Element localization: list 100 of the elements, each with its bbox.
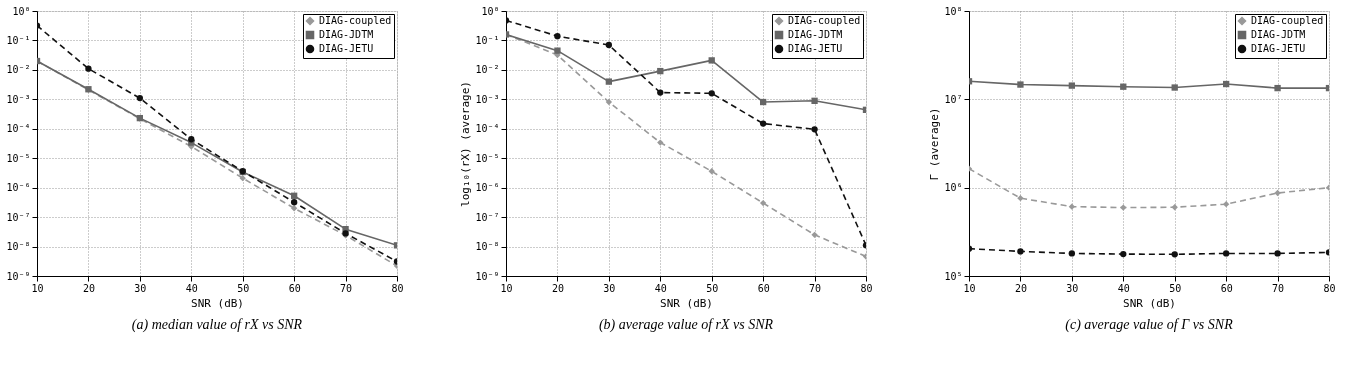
point <box>1222 80 1230 88</box>
y-tick-label: 10⁻⁸ <box>475 241 500 253</box>
point <box>1068 82 1076 89</box>
point <box>290 192 298 199</box>
x-tick-label: 60 <box>1220 282 1233 294</box>
y-tick-label: 10⁻⁸ <box>6 241 31 253</box>
x-axis-title: SNR (dB) <box>660 296 713 310</box>
point <box>759 98 767 106</box>
legend-label: DIAG-coupled <box>319 15 392 26</box>
y-tick-label: 10⁻² <box>6 64 31 76</box>
point <box>708 90 715 97</box>
x-tick-label: 70 <box>809 282 822 294</box>
x-tick-label: 50 <box>1169 282 1182 294</box>
legend-label: DIAG-JDTM <box>1251 29 1306 40</box>
point <box>290 205 298 212</box>
point <box>605 78 613 85</box>
text: (a) median value of rX vs SNR <box>131 317 303 333</box>
y-tick-label: 10⁷ <box>944 93 963 105</box>
y-tick-label: 10⁰ <box>481 5 500 17</box>
point <box>759 120 767 127</box>
legend-label: DIAG-JDTM <box>319 29 374 40</box>
point <box>605 41 613 49</box>
x-tick-label: 50 <box>237 282 250 294</box>
y-tick-label: 10⁻⁴ <box>6 123 31 135</box>
point <box>1274 84 1281 92</box>
y-tick-label: 10⁻⁷ <box>475 211 500 223</box>
x-tick-label: 70 <box>1272 282 1285 294</box>
point <box>1017 195 1024 202</box>
y-tick-label: 10⁻¹ <box>475 34 500 46</box>
x-axis-title: SNR (dB) <box>191 296 244 310</box>
y-axis-title: Γ (average) <box>928 107 942 181</box>
point <box>657 67 664 75</box>
y-tick-label: 10⁶ <box>944 182 963 194</box>
y-tick-label: 10⁻⁵ <box>475 152 500 164</box>
y-tick-label: 10⁸ <box>944 5 963 17</box>
x-tick-label: 10 <box>31 282 44 294</box>
x-tick-label: 20 <box>82 282 95 294</box>
x-tick-label: 20 <box>551 282 564 294</box>
point <box>554 47 561 54</box>
y-tick-label: 10⁻² <box>475 64 500 76</box>
x-tick-label: 40 <box>1117 282 1130 294</box>
x-tick-label: 80 <box>1323 282 1336 294</box>
y-tick-label: 10⁻⁴ <box>475 123 500 135</box>
line-series <box>969 78 1329 92</box>
point <box>1120 250 1127 258</box>
legend-label: DIAG-JETU <box>319 43 374 54</box>
point <box>290 199 298 206</box>
y-tick-label: 10⁻³ <box>6 93 31 105</box>
point <box>1068 250 1076 257</box>
y-tick-label: 10⁻⁶ <box>475 182 500 194</box>
legend-label: DIAG-JETU <box>788 43 843 54</box>
point <box>1120 83 1127 90</box>
x-tick-label: 60 <box>757 282 770 294</box>
point <box>1274 250 1281 257</box>
point <box>605 98 613 106</box>
y-tick-label: 10⁻³ <box>475 93 500 105</box>
point <box>708 168 715 175</box>
x-tick-label: 10 <box>963 282 976 294</box>
x-tick-label: 70 <box>340 282 353 294</box>
x-tick-label: 50 <box>706 282 719 294</box>
x-tick-label: 30 <box>603 282 616 294</box>
point <box>657 139 664 146</box>
x-tick-label: 80 <box>391 282 404 294</box>
x-tick-label: 10 <box>500 282 513 294</box>
y-tick-label: 10⁻⁵ <box>6 152 31 164</box>
point <box>1120 204 1127 211</box>
point <box>1222 201 1230 208</box>
text: (c) average value of Γ vs SNR <box>1065 317 1234 333</box>
y-tick-label: 10⁰ <box>12 5 31 17</box>
point <box>239 175 246 182</box>
legend-label: DIAG-coupled <box>788 15 861 26</box>
point <box>708 57 715 64</box>
point <box>759 199 767 207</box>
point <box>811 97 818 104</box>
legend-label: DIAG-JETU <box>1251 43 1306 54</box>
x-tick-label: 30 <box>134 282 147 294</box>
y-tick-label: 10⁵ <box>944 270 963 282</box>
point <box>136 94 144 102</box>
x-tick-label: 40 <box>185 282 198 294</box>
x-tick-label: 30 <box>1066 282 1079 294</box>
point <box>554 32 561 40</box>
point <box>85 65 92 72</box>
point <box>1274 189 1281 197</box>
point <box>1017 81 1024 88</box>
point <box>1171 251 1178 258</box>
point <box>657 89 664 96</box>
y-tick-label: 10⁻⁹ <box>475 270 500 282</box>
point <box>811 231 818 238</box>
legend-label: DIAG-coupled <box>1251 15 1324 26</box>
point <box>811 126 818 133</box>
y-tick-label: 10⁻⁷ <box>6 211 31 223</box>
y-tick-label: 10⁻⁶ <box>6 182 31 194</box>
y-axis-title: log₁₀(rX) (average) <box>459 81 473 207</box>
point <box>1068 203 1076 210</box>
point <box>1222 250 1230 257</box>
x-tick-label: 80 <box>860 282 873 294</box>
x-tick-label: 20 <box>1014 282 1027 294</box>
x-axis-title: SNR (dB) <box>1123 296 1176 310</box>
text: (b) average value of rX vs SNR <box>598 317 774 333</box>
x-tick-label: 40 <box>654 282 667 294</box>
